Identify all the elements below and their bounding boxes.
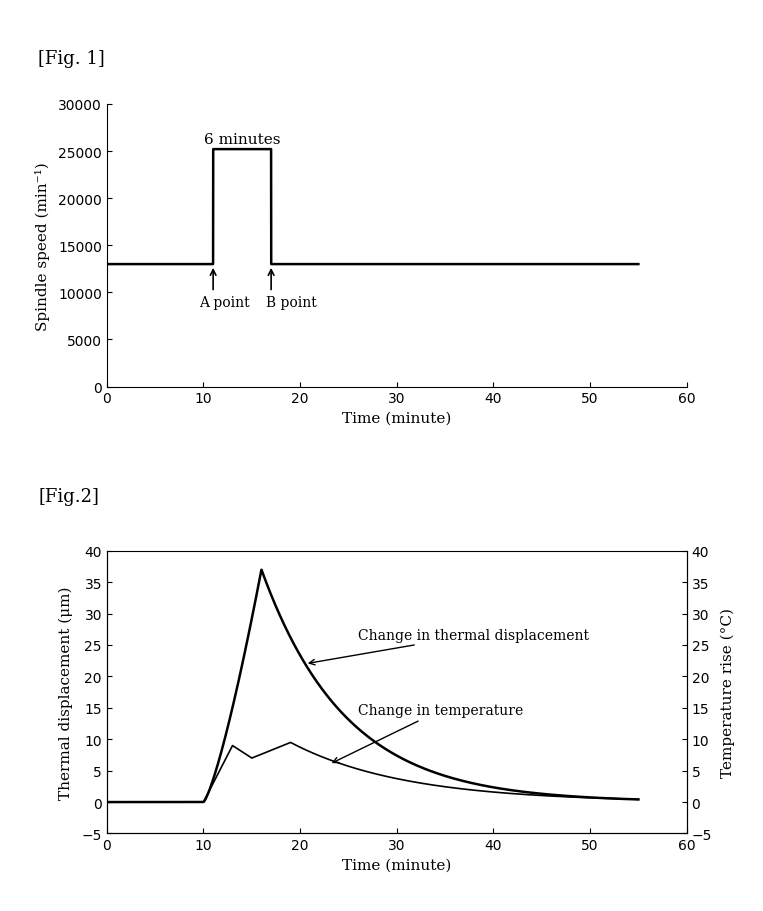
Text: A point: A point xyxy=(198,296,250,310)
X-axis label: Time (minute): Time (minute) xyxy=(342,858,452,872)
Y-axis label: Thermal displacement (μm): Thermal displacement (μm) xyxy=(59,586,73,799)
Text: 6 minutes: 6 minutes xyxy=(204,132,280,147)
Y-axis label: Temperature rise (°C): Temperature rise (°C) xyxy=(720,608,735,777)
Text: Change in temperature: Change in temperature xyxy=(333,703,523,763)
X-axis label: Time (minute): Time (minute) xyxy=(342,412,452,425)
Text: [Fig.2]: [Fig.2] xyxy=(38,487,99,506)
Text: B point: B point xyxy=(266,296,317,310)
Text: [Fig. 1]: [Fig. 1] xyxy=(38,50,105,68)
Text: Change in thermal displacement: Change in thermal displacement xyxy=(309,628,589,665)
Y-axis label: Spindle speed (min⁻¹): Spindle speed (min⁻¹) xyxy=(35,161,50,331)
